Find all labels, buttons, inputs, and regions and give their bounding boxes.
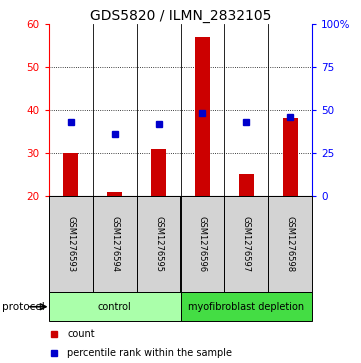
Bar <box>136 196 180 292</box>
Text: GSM1276593: GSM1276593 <box>66 216 75 272</box>
Text: GSM1276598: GSM1276598 <box>286 216 295 272</box>
Text: myofibroblast depletion: myofibroblast depletion <box>188 302 304 312</box>
Text: count: count <box>67 329 95 339</box>
Bar <box>283 118 298 196</box>
Title: GDS5820 / ILMN_2832105: GDS5820 / ILMN_2832105 <box>90 9 271 23</box>
Bar <box>225 196 268 292</box>
Text: GSM1276596: GSM1276596 <box>198 216 207 272</box>
Bar <box>180 292 312 321</box>
Bar <box>93 196 136 292</box>
Bar <box>49 196 93 292</box>
Bar <box>195 37 210 196</box>
Bar <box>107 192 122 196</box>
Text: percentile rank within the sample: percentile rank within the sample <box>67 348 232 359</box>
Text: control: control <box>98 302 131 312</box>
Bar <box>268 196 312 292</box>
Text: GSM1276595: GSM1276595 <box>154 216 163 272</box>
Text: GSM1276597: GSM1276597 <box>242 216 251 272</box>
Bar <box>49 292 180 321</box>
Bar <box>151 148 166 196</box>
Bar <box>180 196 225 292</box>
Text: GSM1276594: GSM1276594 <box>110 216 119 272</box>
Text: protocol: protocol <box>2 302 44 312</box>
Bar <box>63 153 78 196</box>
Bar <box>239 175 254 196</box>
